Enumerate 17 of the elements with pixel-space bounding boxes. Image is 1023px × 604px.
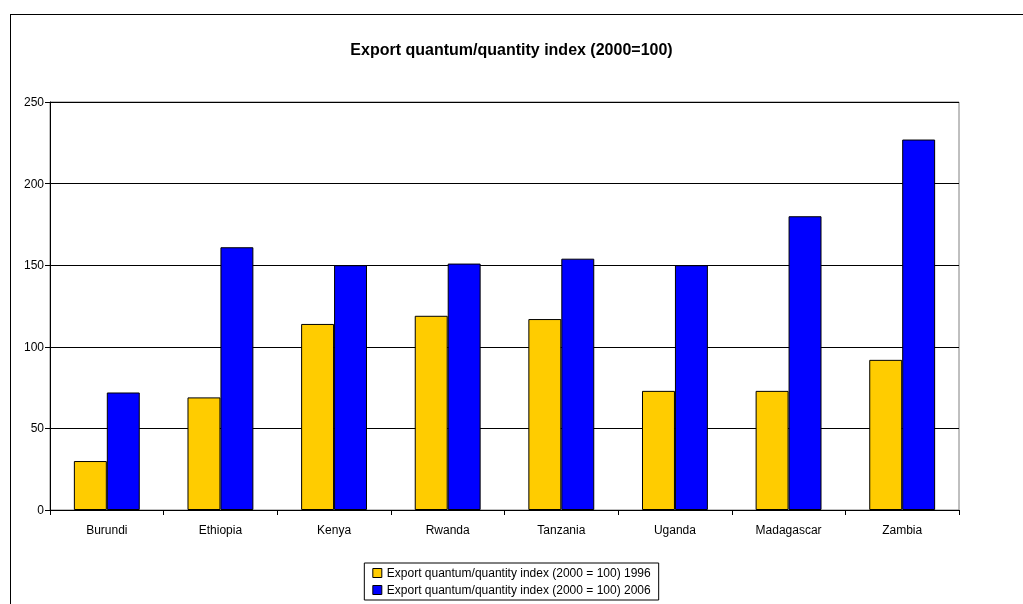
y-tick-label: 100	[23, 339, 45, 354]
x-tick-label: Rwanda	[425, 523, 471, 537]
y-tick-label: 150	[23, 258, 45, 273]
x-tick-label: Uganda	[653, 523, 697, 537]
x-tick-label: Burundi	[86, 523, 128, 537]
y-tick-label: 50	[30, 421, 45, 436]
x-tick-label: Madagascar	[755, 523, 822, 537]
x-tick-label: Ethiopia	[198, 523, 243, 537]
y-tick-label: 200	[23, 176, 45, 191]
x-tick-label: Kenya	[317, 523, 352, 537]
chart-title: Export quantum/quantity index (2000=100)	[350, 40, 673, 58]
x-tick-label: Tanzania	[537, 523, 586, 537]
y-tick-label: 0	[37, 503, 45, 517]
y-tick-label: 250	[23, 95, 45, 109]
legend-label: Export quantum/quantity index (2000 = 100) 1996	[386, 566, 651, 580]
legend-label: Export quantum/quantity index (2000 = 100) 2006	[386, 583, 651, 597]
x-tick-label: Zambia	[882, 523, 923, 537]
